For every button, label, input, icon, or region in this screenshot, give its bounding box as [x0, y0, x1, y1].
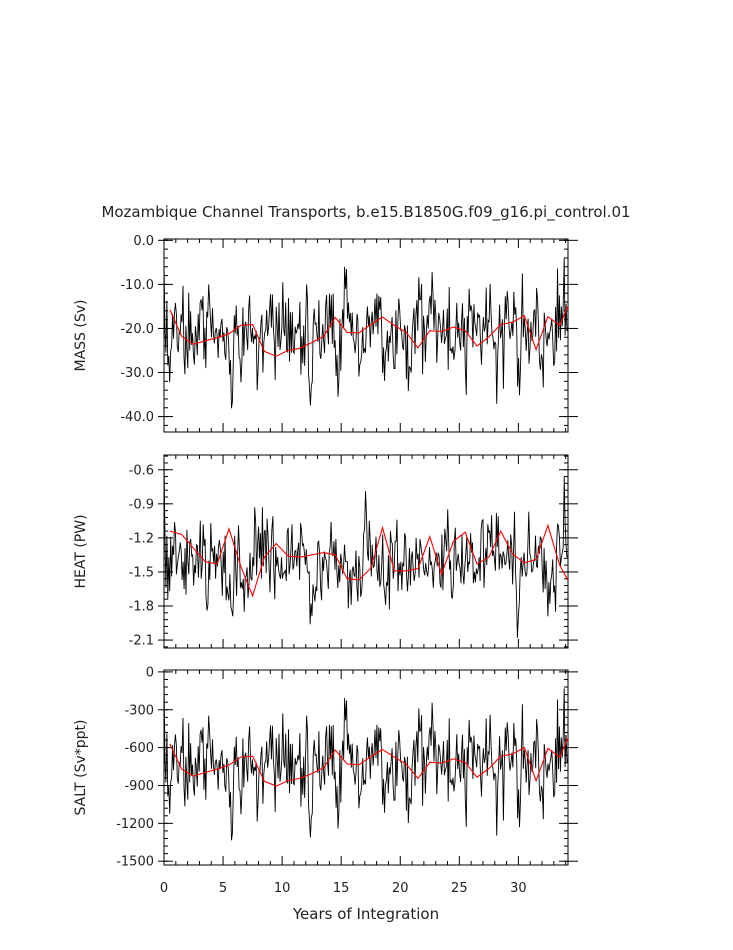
mass-annual-mean-series-line: [169, 304, 568, 357]
x-axis-tick-labels: 0 5 10 15 20 25 30: [160, 881, 527, 896]
mass-monthly-series-line: [164, 258, 568, 409]
heat-y-tick-label: -2.1: [129, 634, 154, 649]
chart-title: Mozambique Channel Transports, b.e15.B18…: [101, 203, 630, 222]
salt-y-tick-label: -1200: [116, 817, 154, 832]
salt-annual-mean-series-line: [169, 736, 568, 787]
salt-plot-frame: [163, 669, 569, 866]
heat-monthly-series-line: [164, 459, 568, 638]
salt-panel: 0 -300 -600 -900 -1200 -1500 SALT (Sv*ppt): [73, 665, 578, 870]
x-tick-label: 15: [333, 881, 350, 896]
x-tick-label: 0: [160, 881, 168, 896]
x-tick-label: 5: [219, 881, 227, 896]
chart-panels: 0.0 -10.0 -20.0 -30.0 -40.0 MASS (Sv) -0.6 -0.9…: [73, 234, 578, 870]
salt-y-tick-label: -900: [124, 779, 154, 794]
salt-y-tick-label: -1500: [116, 855, 154, 870]
heat-panel: -0.6 -0.9 -1.2 -1.5 -1.8 -2.1 HEAT (PW): [73, 454, 578, 649]
mass-y-tick-label: -30.0: [120, 366, 154, 381]
x-tick-label: 30: [510, 881, 527, 896]
salt-y-axis-label: SALT (Sv*ppt): [73, 720, 89, 816]
x-tick-label: 25: [451, 881, 468, 896]
heat-y-tick-label: -1.5: [129, 565, 154, 580]
x-tick-label: 10: [274, 881, 291, 896]
salt-y-tick-label: -600: [124, 741, 154, 756]
mass-y-axis-label: MASS (Sv): [73, 300, 89, 372]
mass-y-tick-label: 0.0: [133, 234, 154, 249]
salt-y-tick-label: -300: [124, 703, 154, 718]
mass-panel: 0.0 -10.0 -20.0 -30.0 -40.0 MASS (Sv): [73, 234, 578, 433]
salt-y-tick-label: 0: [146, 665, 154, 680]
heat-y-tick-label: -0.9: [129, 497, 154, 512]
heat-y-tick-label: -0.6: [129, 463, 154, 478]
heat-annual-mean-series-line: [169, 523, 568, 598]
heat-y-tick-label: -1.2: [129, 531, 154, 546]
heat-y-tick-label: -1.8: [129, 599, 154, 614]
mass-y-tick-label: -10.0: [120, 278, 154, 293]
salt-monthly-series-line: [164, 674, 568, 841]
mass-plot-frame: [163, 238, 569, 433]
heat-y-axis-label: HEAT (PW): [73, 514, 89, 588]
mass-y-tick-label: -20.0: [120, 322, 154, 337]
mass-y-tick-label: -40.0: [120, 410, 154, 425]
x-axis-label: Years of Integration: [292, 905, 439, 923]
x-tick-label: 20: [392, 881, 409, 896]
